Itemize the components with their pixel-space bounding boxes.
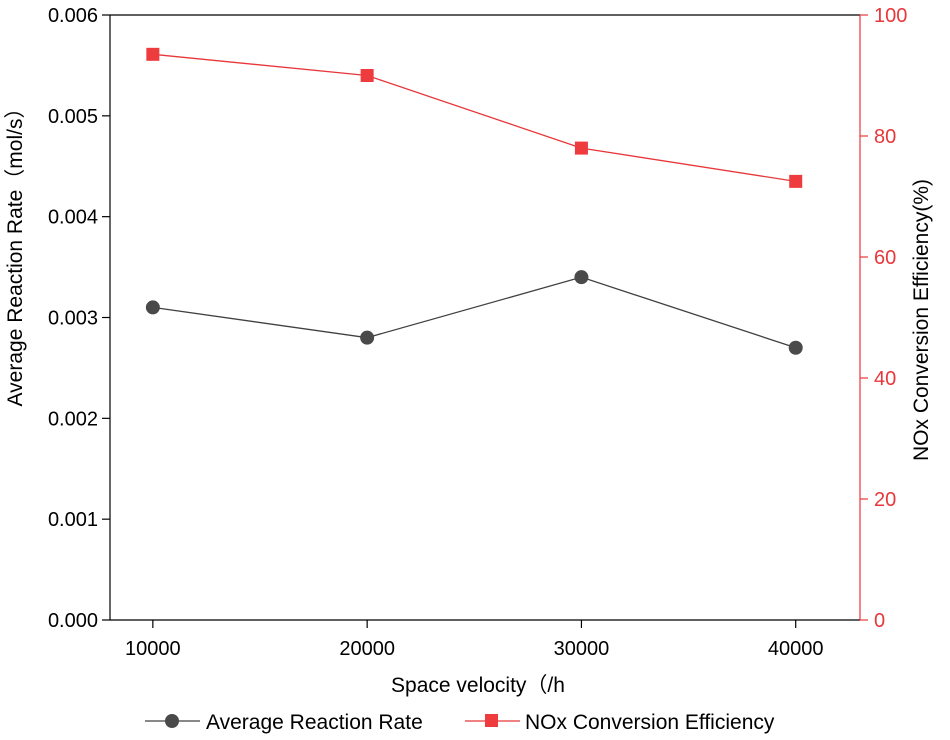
- data-point-nox-conversion-efficiency: [146, 47, 160, 61]
- left-axis-title: Average Reaction Rate（mol/s）: [4, 98, 27, 407]
- right-axis-tick-label: 20: [874, 489, 896, 511]
- left-axis-tick-label: 0.002: [48, 408, 98, 430]
- series-line-nox-conversion-efficiency: [152, 53, 796, 183]
- left-axis-tick-label: 0.003: [48, 308, 98, 330]
- legend-label-nox-efficiency: NOx Conversion Efficiency: [525, 711, 775, 734]
- data-point-average-reaction-rate: [788, 340, 803, 355]
- legend-marker-reaction-rate: [165, 714, 179, 728]
- right-axis-tick-label: 60: [874, 247, 896, 269]
- series-line-average-reaction-rate: [152, 276, 796, 349]
- data-point-nox-conversion-efficiency: [789, 174, 803, 188]
- x-axis-tick-label: 30000: [554, 638, 610, 660]
- right-axis-tick-label: 80: [874, 126, 896, 148]
- left-axis-tick-label: 0.004: [48, 207, 98, 229]
- legend-marker-nox-efficiency: [485, 714, 498, 727]
- right-axis-tick-label: 0: [874, 610, 885, 632]
- series-group: [145, 47, 803, 355]
- data-point-nox-conversion-efficiency: [574, 141, 588, 155]
- x-axis-tick-label: 40000: [768, 638, 824, 660]
- legend: Average Reaction Rate NOx Conversion Eff…: [145, 711, 775, 734]
- left-axis-tick-label: 0.006: [48, 5, 98, 27]
- data-point-average-reaction-rate: [145, 300, 160, 315]
- left-axis-tick-label: 0.000: [48, 610, 98, 632]
- right-axis-tick-label: 40: [874, 368, 896, 390]
- data-point-average-reaction-rate: [360, 330, 375, 345]
- right-axis-title: NOx Conversion Efficiency(%): [910, 179, 933, 461]
- right-y-axis: 0 20 40 60 80 100: [860, 5, 907, 632]
- right-axis-tick-label: 100: [874, 5, 907, 27]
- x-axis-title: Space velocity（/h: [391, 674, 565, 697]
- x-axis-tick-label: 20000: [339, 638, 395, 660]
- left-y-axis: 0.000 0.001 0.002 0.003 0.004 0.005 0.006: [48, 5, 110, 632]
- x-axis: 10000 20000 30000 40000: [125, 620, 824, 660]
- left-axis-tick-label: 0.001: [48, 509, 98, 531]
- left-axis-tick-label: 0.005: [48, 106, 98, 128]
- data-point-average-reaction-rate: [574, 270, 589, 285]
- data-point-nox-conversion-efficiency: [360, 69, 374, 82]
- legend-label-reaction-rate: Average Reaction Rate: [206, 711, 423, 734]
- x-axis-tick-label: 10000: [125, 638, 181, 660]
